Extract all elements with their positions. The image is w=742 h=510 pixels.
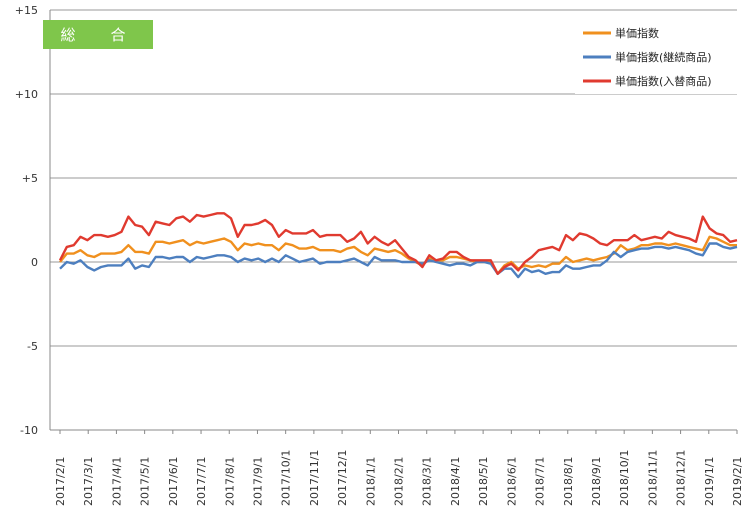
x-tick-label: 2018/7/1 bbox=[534, 457, 547, 506]
x-tick-label: 2017/4/1 bbox=[110, 457, 123, 506]
legend-label: 単価指数 bbox=[615, 26, 659, 40]
x-tick-label: 2018/4/1 bbox=[449, 457, 462, 506]
legend-label: 単価指数(継続商品) bbox=[615, 50, 712, 64]
x-tick-label: 2017/11/1 bbox=[308, 450, 321, 506]
x-tick-label: 2018/8/1 bbox=[562, 457, 575, 506]
x-tick-label: 2017/6/1 bbox=[167, 457, 180, 506]
x-tick-label: 2017/7/1 bbox=[195, 457, 208, 506]
x-tick-label: 2018/10/1 bbox=[618, 450, 631, 506]
series-lines bbox=[58, 212, 738, 279]
y-axis: +15 +10 +5 0 -5 -10 bbox=[15, 4, 51, 437]
gridlines bbox=[50, 9, 737, 431]
x-tick-label: 2017/2/1 bbox=[54, 457, 67, 506]
x-tick-label: 2017/9/1 bbox=[251, 457, 264, 506]
legend-label: 単価指数(入替商品) bbox=[615, 74, 712, 88]
x-tick-label: 2018/2/1 bbox=[393, 457, 406, 506]
y-tick-label: -10 bbox=[20, 424, 38, 437]
x-tick-label: 2018/9/1 bbox=[590, 457, 603, 506]
x-tick-label: 2019/1/1 bbox=[703, 457, 716, 506]
x-tick-label: 2019/2/1 bbox=[731, 457, 742, 506]
y-tick-label: +15 bbox=[15, 4, 38, 17]
x-tick-label: 2018/11/1 bbox=[646, 450, 659, 506]
y-tick-label: -5 bbox=[27, 340, 38, 353]
x-tick-label: 2017/12/1 bbox=[336, 450, 349, 506]
category-badge: 総 合 bbox=[43, 20, 153, 49]
x-tick-label: 2017/5/1 bbox=[139, 457, 152, 506]
x-tick-label: 2018/1/1 bbox=[364, 457, 377, 506]
x-axis: 2017/2/1 2017/3/1 2017/4/1 2017/5/1 2017/6/1… bbox=[54, 430, 742, 506]
x-tick-label: 2017/10/1 bbox=[280, 450, 293, 506]
x-tick-label: 2018/12/1 bbox=[675, 450, 688, 506]
x-tick-label: 2018/6/1 bbox=[505, 457, 518, 506]
x-tick-label: 2017/8/1 bbox=[223, 457, 236, 506]
series-line-1 bbox=[59, 242, 738, 279]
series-line-2 bbox=[58, 212, 738, 275]
y-tick-label: 0 bbox=[31, 256, 38, 269]
x-tick-label: 2018/5/1 bbox=[477, 457, 490, 506]
y-tick-label: +5 bbox=[22, 172, 38, 185]
x-tick-label: 2018/3/1 bbox=[421, 457, 434, 506]
x-tick-label: 2017/3/1 bbox=[82, 457, 95, 506]
y-tick-label: +10 bbox=[15, 88, 38, 101]
series-line-0 bbox=[59, 235, 737, 275]
